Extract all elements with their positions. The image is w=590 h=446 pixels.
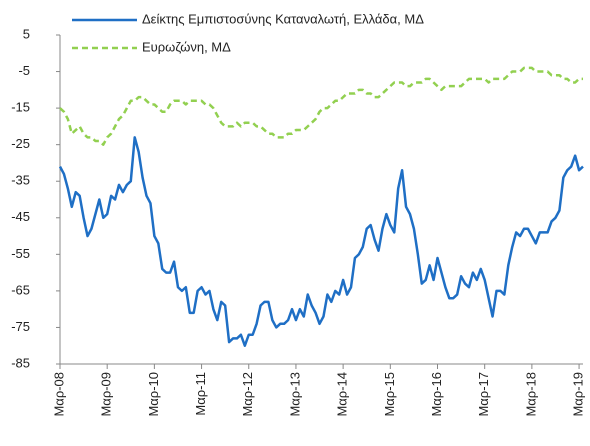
x-tick-label: Μαρ-14 xyxy=(335,372,350,417)
y-tick-label: -55 xyxy=(11,246,30,261)
x-tick-label: Μαρ-10 xyxy=(146,372,161,417)
y-tick-label: -85 xyxy=(11,355,30,370)
series-line xyxy=(59,66,583,146)
y-tick-label: -45 xyxy=(11,209,30,224)
y-tick-label: -25 xyxy=(11,136,30,151)
x-tick-label: Μαρ-08 xyxy=(51,372,66,417)
x-tick-label: Μαρ-17 xyxy=(476,372,491,417)
series-line xyxy=(58,136,584,347)
legend-label: Δείκτης Εμπιστοσύνης Καταναλωτή, Ελλάδα,… xyxy=(142,11,424,26)
y-tick-label: -65 xyxy=(11,282,30,297)
y-tick-label: -15 xyxy=(11,100,30,115)
x-tick-label: Μαρ-15 xyxy=(382,372,397,417)
x-tick-label: Μαρ-09 xyxy=(99,372,114,417)
y-tick-label: 5 xyxy=(23,26,30,41)
y-tick-label: -5 xyxy=(18,63,30,78)
x-tick-label: Μαρ-18 xyxy=(523,372,538,417)
y-tick-label: -35 xyxy=(11,173,30,188)
x-tick-label: Μαρ-12 xyxy=(240,372,255,417)
y-tick-label: -75 xyxy=(11,319,30,334)
x-tick-label: Μαρ-16 xyxy=(429,372,444,417)
x-tick-label: Μαρ-11 xyxy=(193,372,208,416)
x-tick-label: Μαρ-19 xyxy=(571,372,586,417)
x-tick-label: Μαρ-13 xyxy=(287,372,302,417)
legend-label: Ευρωζώνη, ΜΔ xyxy=(142,39,231,54)
